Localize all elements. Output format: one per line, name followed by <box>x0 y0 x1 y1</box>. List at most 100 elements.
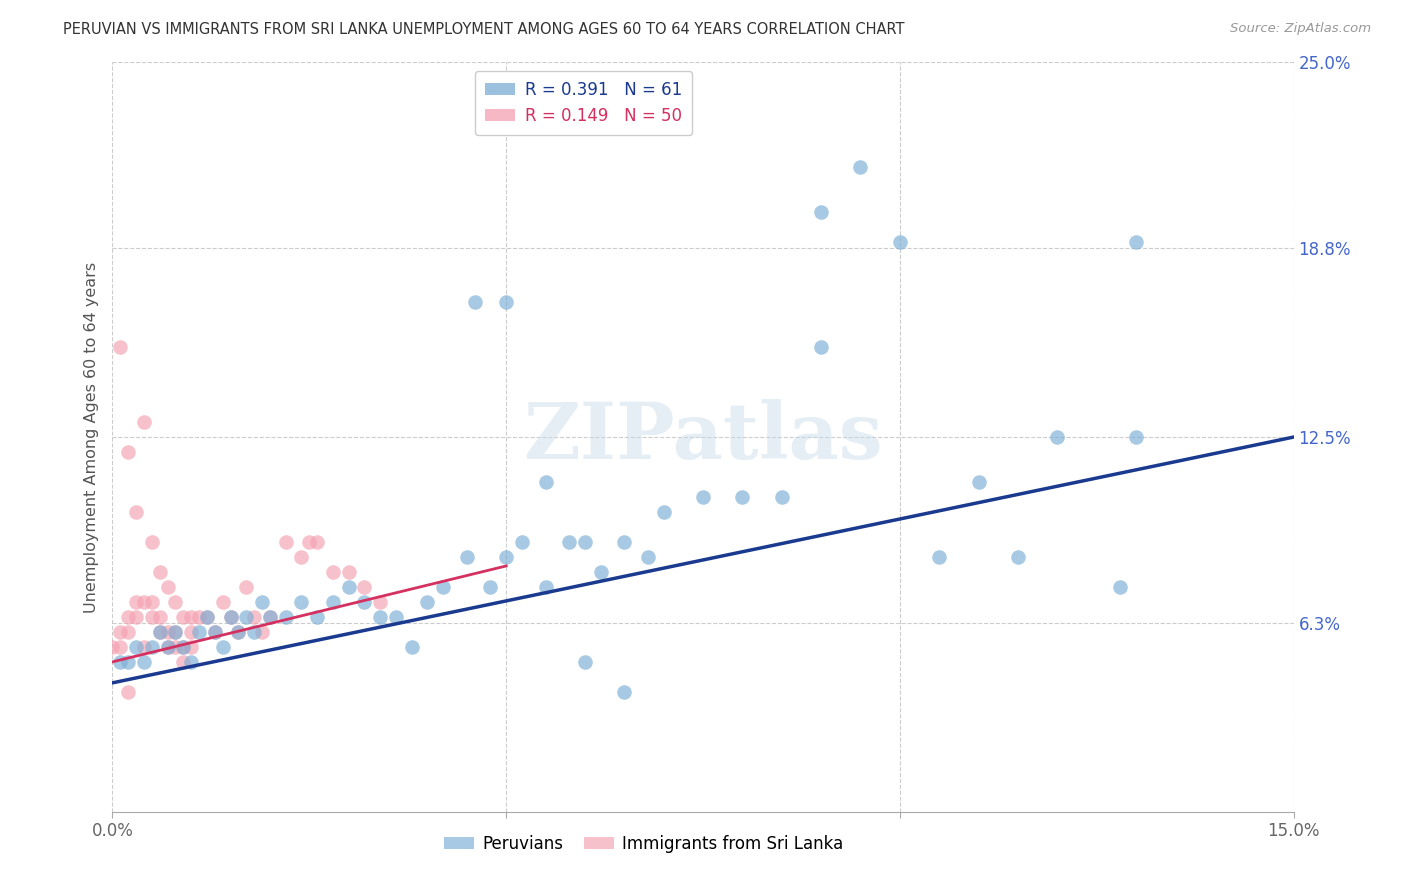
Point <box>243 624 266 639</box>
Point <box>613 685 636 699</box>
Point <box>110 340 132 354</box>
Point <box>125 640 148 654</box>
Point <box>204 624 226 639</box>
Point <box>235 610 257 624</box>
Point <box>117 624 139 639</box>
Point <box>274 535 297 549</box>
Point <box>180 640 202 654</box>
Point <box>849 161 872 175</box>
Point <box>432 580 454 594</box>
Point <box>132 640 155 654</box>
Point <box>243 610 266 624</box>
Point <box>534 580 557 594</box>
Point <box>219 610 242 624</box>
Point <box>368 595 391 609</box>
Point <box>574 655 596 669</box>
Text: Source: ZipAtlas.com: Source: ZipAtlas.com <box>1230 22 1371 36</box>
Point <box>195 610 218 624</box>
Point <box>479 580 502 594</box>
Point <box>195 610 218 624</box>
Point <box>141 640 163 654</box>
Point <box>613 535 636 549</box>
Point <box>110 624 132 639</box>
Point <box>132 595 155 609</box>
Point <box>353 595 375 609</box>
Point <box>967 475 990 489</box>
Point <box>928 549 950 564</box>
Point <box>165 624 187 639</box>
Point <box>149 565 172 579</box>
Point <box>534 475 557 489</box>
Point <box>1109 580 1132 594</box>
Point <box>337 580 360 594</box>
Point <box>132 415 155 429</box>
Point <box>172 640 194 654</box>
Point <box>235 580 257 594</box>
Point <box>219 610 242 624</box>
Point <box>353 580 375 594</box>
Point <box>259 610 281 624</box>
Point <box>416 595 439 609</box>
Point <box>117 655 139 669</box>
Point <box>228 624 250 639</box>
Point <box>117 610 139 624</box>
Legend: Peruvians, Immigrants from Sri Lanka: Peruvians, Immigrants from Sri Lanka <box>437 829 851 860</box>
Point <box>250 624 273 639</box>
Point <box>110 655 132 669</box>
Point <box>110 640 132 654</box>
Point <box>274 610 297 624</box>
Point <box>298 535 321 549</box>
Point <box>125 505 148 519</box>
Point <box>172 610 194 624</box>
Point <box>889 235 911 250</box>
Point <box>495 549 517 564</box>
Point <box>172 640 194 654</box>
Point <box>574 535 596 549</box>
Point <box>156 640 179 654</box>
Point <box>510 535 533 549</box>
Text: ZIPatlas: ZIPatlas <box>523 399 883 475</box>
Point <box>1046 430 1069 444</box>
Point <box>385 610 408 624</box>
Point <box>259 610 281 624</box>
Point <box>558 535 581 549</box>
Point <box>307 535 329 549</box>
Point <box>1125 235 1147 250</box>
Point <box>172 655 194 669</box>
Point <box>322 565 344 579</box>
Point <box>1007 549 1029 564</box>
Point <box>149 624 172 639</box>
Point <box>337 565 360 579</box>
Point <box>188 610 211 624</box>
Point <box>250 595 273 609</box>
Point <box>731 490 754 504</box>
Point <box>180 610 202 624</box>
Y-axis label: Unemployment Among Ages 60 to 64 years: Unemployment Among Ages 60 to 64 years <box>83 261 98 613</box>
Point <box>180 624 202 639</box>
Point <box>1125 430 1147 444</box>
Point <box>188 624 211 639</box>
Point <box>117 445 139 459</box>
Point <box>290 595 312 609</box>
Point <box>165 640 187 654</box>
Point <box>165 624 187 639</box>
Point <box>637 549 659 564</box>
Point <box>125 595 148 609</box>
Point <box>149 610 172 624</box>
Point <box>401 640 423 654</box>
Point <box>456 549 478 564</box>
Point <box>652 505 675 519</box>
Point <box>211 595 233 609</box>
Point <box>770 490 793 504</box>
Point <box>810 205 832 219</box>
Point <box>141 535 163 549</box>
Point <box>141 595 163 609</box>
Point <box>204 624 226 639</box>
Point <box>589 565 612 579</box>
Point <box>125 610 148 624</box>
Point <box>228 624 250 639</box>
Point <box>117 685 139 699</box>
Point <box>692 490 714 504</box>
Point <box>156 640 179 654</box>
Point <box>156 624 179 639</box>
